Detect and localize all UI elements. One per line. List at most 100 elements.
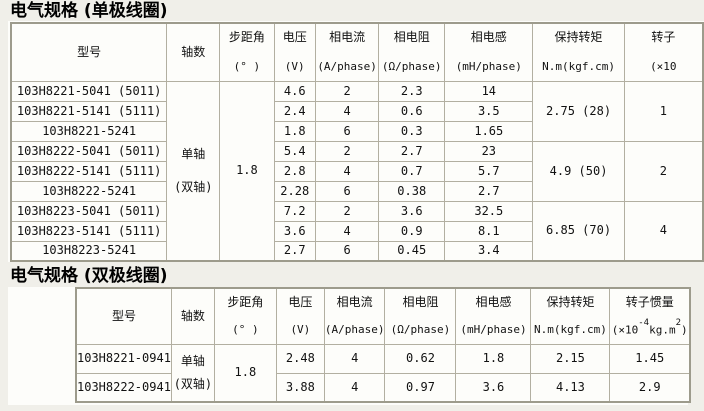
table-row: 103H8221-0941 单轴 (双轴) 1.8 2.48 4 0.62 1.… — [75, 343, 691, 403]
col-header-step-label: 步距角 — [228, 30, 265, 45]
cell-resistance: 0.7 — [378, 160, 446, 182]
col-header-phase-resistance: 相电阻 (Ω/phase) — [384, 287, 457, 345]
cell-voltage: 7.2 — [273, 200, 316, 222]
table-row: 103H8222-5041 (5011) 5.4 2 2.7 23 4.9 (5… — [10, 140, 704, 202]
cell-voltage: 5.4 — [273, 140, 316, 162]
cell-resistance: 0.38 — [378, 180, 446, 202]
cell-inductance: 3.5 — [444, 100, 534, 122]
col-header-phase-current: 相电流 (A/phase) — [314, 22, 380, 82]
cell-model: 103H8221-0941 — [75, 343, 172, 374]
cell-torque: 2.15 — [530, 343, 611, 374]
cell-inductance: 3.4 — [444, 240, 534, 262]
cell-model: 103H8222-0941 — [75, 372, 172, 403]
cell-inductance: 14 — [444, 80, 534, 102]
col-header-inductance-label: 相电感 — [470, 30, 507, 45]
col-header-phase-inductance: 相电感 (mH/phase) — [455, 287, 532, 345]
spec-table-bipolar-wrapper: 型号 轴数 步距角 (° ) 电压 (V) 相电流 (A/phase) 相电阻 (Ω/p… — [75, 287, 691, 407]
col-header-inductance-label: 相电感 — [475, 295, 512, 310]
cell-model: 103H8223-5041 (5011) — [10, 200, 168, 222]
cell-resistance: 0.3 — [378, 120, 446, 142]
cell-torque: 4.13 — [530, 372, 611, 403]
axes-line-double: (双轴) — [173, 376, 213, 391]
col-header-voltage-unit: (V) — [290, 323, 311, 337]
col-header-current-unit: (A/phase) — [324, 323, 385, 337]
table-row: 103H8221-5041 (5011) 单轴 (双轴) 1.8 4.6 2 2… — [10, 80, 704, 262]
table-row: 103H8222-5241 2.28 6 0.38 2.7 — [10, 180, 703, 202]
cell-axes-merged: 单轴 (双轴) — [170, 343, 215, 403]
cell-voltage: 2.48 — [275, 343, 325, 374]
cell-rotor-inertia: 1.45 — [609, 343, 691, 374]
cell-resistance: 2.3 — [378, 80, 446, 102]
rotor-unit-part: kg.m — [649, 323, 676, 337]
cell-resistance: 0.45 — [378, 240, 446, 262]
cell-current: 4 — [323, 372, 386, 403]
cell-torque-group: 4.9 (50) — [532, 140, 625, 202]
rotor-unit-sup: -4 — [638, 317, 650, 328]
cell-voltage: 2.4 — [273, 100, 316, 122]
cell-voltage: 4.6 — [273, 80, 316, 102]
col-header-torque-unit: N.m(kgf.cm) — [542, 60, 615, 74]
cell-current: 4 — [314, 160, 380, 182]
col-header-axes: 轴数 — [166, 22, 221, 82]
col-header-step-angle: 步距角 (° ) — [219, 22, 275, 82]
rotor-unit-sup: 2 — [675, 317, 682, 328]
rotor-unit-part: ) — [681, 323, 688, 337]
cell-inductance: 3.6 — [455, 372, 532, 403]
cell-resistance: 0.9 — [378, 220, 446, 242]
cell-rotor-group-clipped: 2 — [623, 140, 704, 202]
cell-inductance: 23 — [444, 140, 534, 162]
cell-current: 6 — [314, 240, 380, 262]
col-header-rotor-inertia: 转子惯量 (×10-4kg.m2) — [609, 287, 691, 345]
col-header-torque-unit: N.m(kgf.cm) — [534, 323, 607, 337]
col-header-axes-label: 轴数 — [180, 308, 205, 323]
cell-resistance: 3.6 — [378, 200, 446, 222]
col-header-step-unit: (° ) — [233, 60, 261, 74]
col-header-phase-resistance: 相电阻 (Ω/phase) — [378, 22, 446, 82]
col-header-model: 型号 — [75, 287, 172, 345]
cell-voltage: 2.8 — [273, 160, 316, 182]
cell-resistance: 0.6 — [378, 100, 446, 122]
col-header-inductance-unit: (mH/phase) — [460, 323, 527, 337]
rotor-unit-part: (×10 — [611, 323, 639, 337]
axes-line-double: (双轴) — [174, 179, 213, 194]
table-row: 103H8222-0941 3.88 4 0.97 3.6 4.13 2.9 — [75, 372, 691, 403]
col-header-step-label: 步距角 — [227, 295, 264, 310]
col-header-rotor-inertia-clipped: 转子 (×10 — [623, 22, 704, 82]
cell-inductance: 2.7 — [444, 180, 534, 202]
header-row: 型号 轴数 步距角 (° ) 电压 (V) 相电流 (A/phase) 相电阻 (Ω/p… — [10, 22, 704, 82]
cell-step-angle-merged: 1.8 — [213, 343, 277, 403]
cell-resistance: 2.7 — [378, 140, 446, 162]
cell-model: 103H8221-5041 (5011) — [10, 80, 168, 102]
col-header-rotor-unit: (×10 — [650, 60, 677, 74]
cell-inductance: 8.1 — [444, 220, 534, 242]
section-title-bipolar: 电气规格 (双极线圈) — [10, 266, 168, 286]
col-header-model-label: 型号 — [77, 44, 102, 59]
cell-model: 103H8222-5241 — [10, 180, 168, 202]
col-header-phase-current: 相电流 (A/phase) — [323, 287, 386, 345]
section-title-unipolar: 电气规格 (单极线圈) — [10, 1, 168, 21]
spec-table-unipolar-wrapper: 型号 轴数 步距角 (° ) 电压 (V) 相电流 (A/phase) 相电阻 (Ω/p… — [10, 22, 704, 262]
col-header-axes: 轴数 — [170, 287, 215, 345]
cell-inductance: 5.7 — [444, 160, 534, 182]
col-header-step-unit: (° ) — [232, 323, 259, 337]
col-header-torque-label: 保持转矩 — [546, 295, 595, 310]
col-header-voltage-label: 电压 — [288, 295, 313, 310]
cell-model: 103H8221-5141 (5111) — [10, 100, 168, 122]
cell-model: 103H8223-5141 (5111) — [10, 220, 168, 242]
cell-rotor-group-clipped: 4 — [623, 200, 704, 262]
cell-torque-group: 2.75 (28) — [532, 80, 625, 142]
cell-rotor-group-clipped: 1 — [623, 80, 704, 142]
cell-resistance: 0.62 — [384, 343, 457, 374]
cell-voltage: 3.88 — [275, 372, 325, 403]
col-header-model-label: 型号 — [111, 308, 136, 323]
cell-voltage: 1.8 — [273, 120, 316, 142]
col-header-torque-label: 保持转矩 — [554, 30, 603, 45]
cell-current: 6 — [314, 120, 380, 142]
axes-line-single: 单轴 — [181, 146, 206, 161]
col-header-resistance-unit: (Ω/phase) — [390, 323, 451, 337]
cell-current: 4 — [323, 343, 386, 374]
cell-current: 4 — [314, 220, 380, 242]
cell-voltage: 2.7 — [273, 240, 316, 262]
cell-voltage: 3.6 — [273, 220, 316, 242]
cell-inductance: 32.5 — [444, 200, 534, 222]
